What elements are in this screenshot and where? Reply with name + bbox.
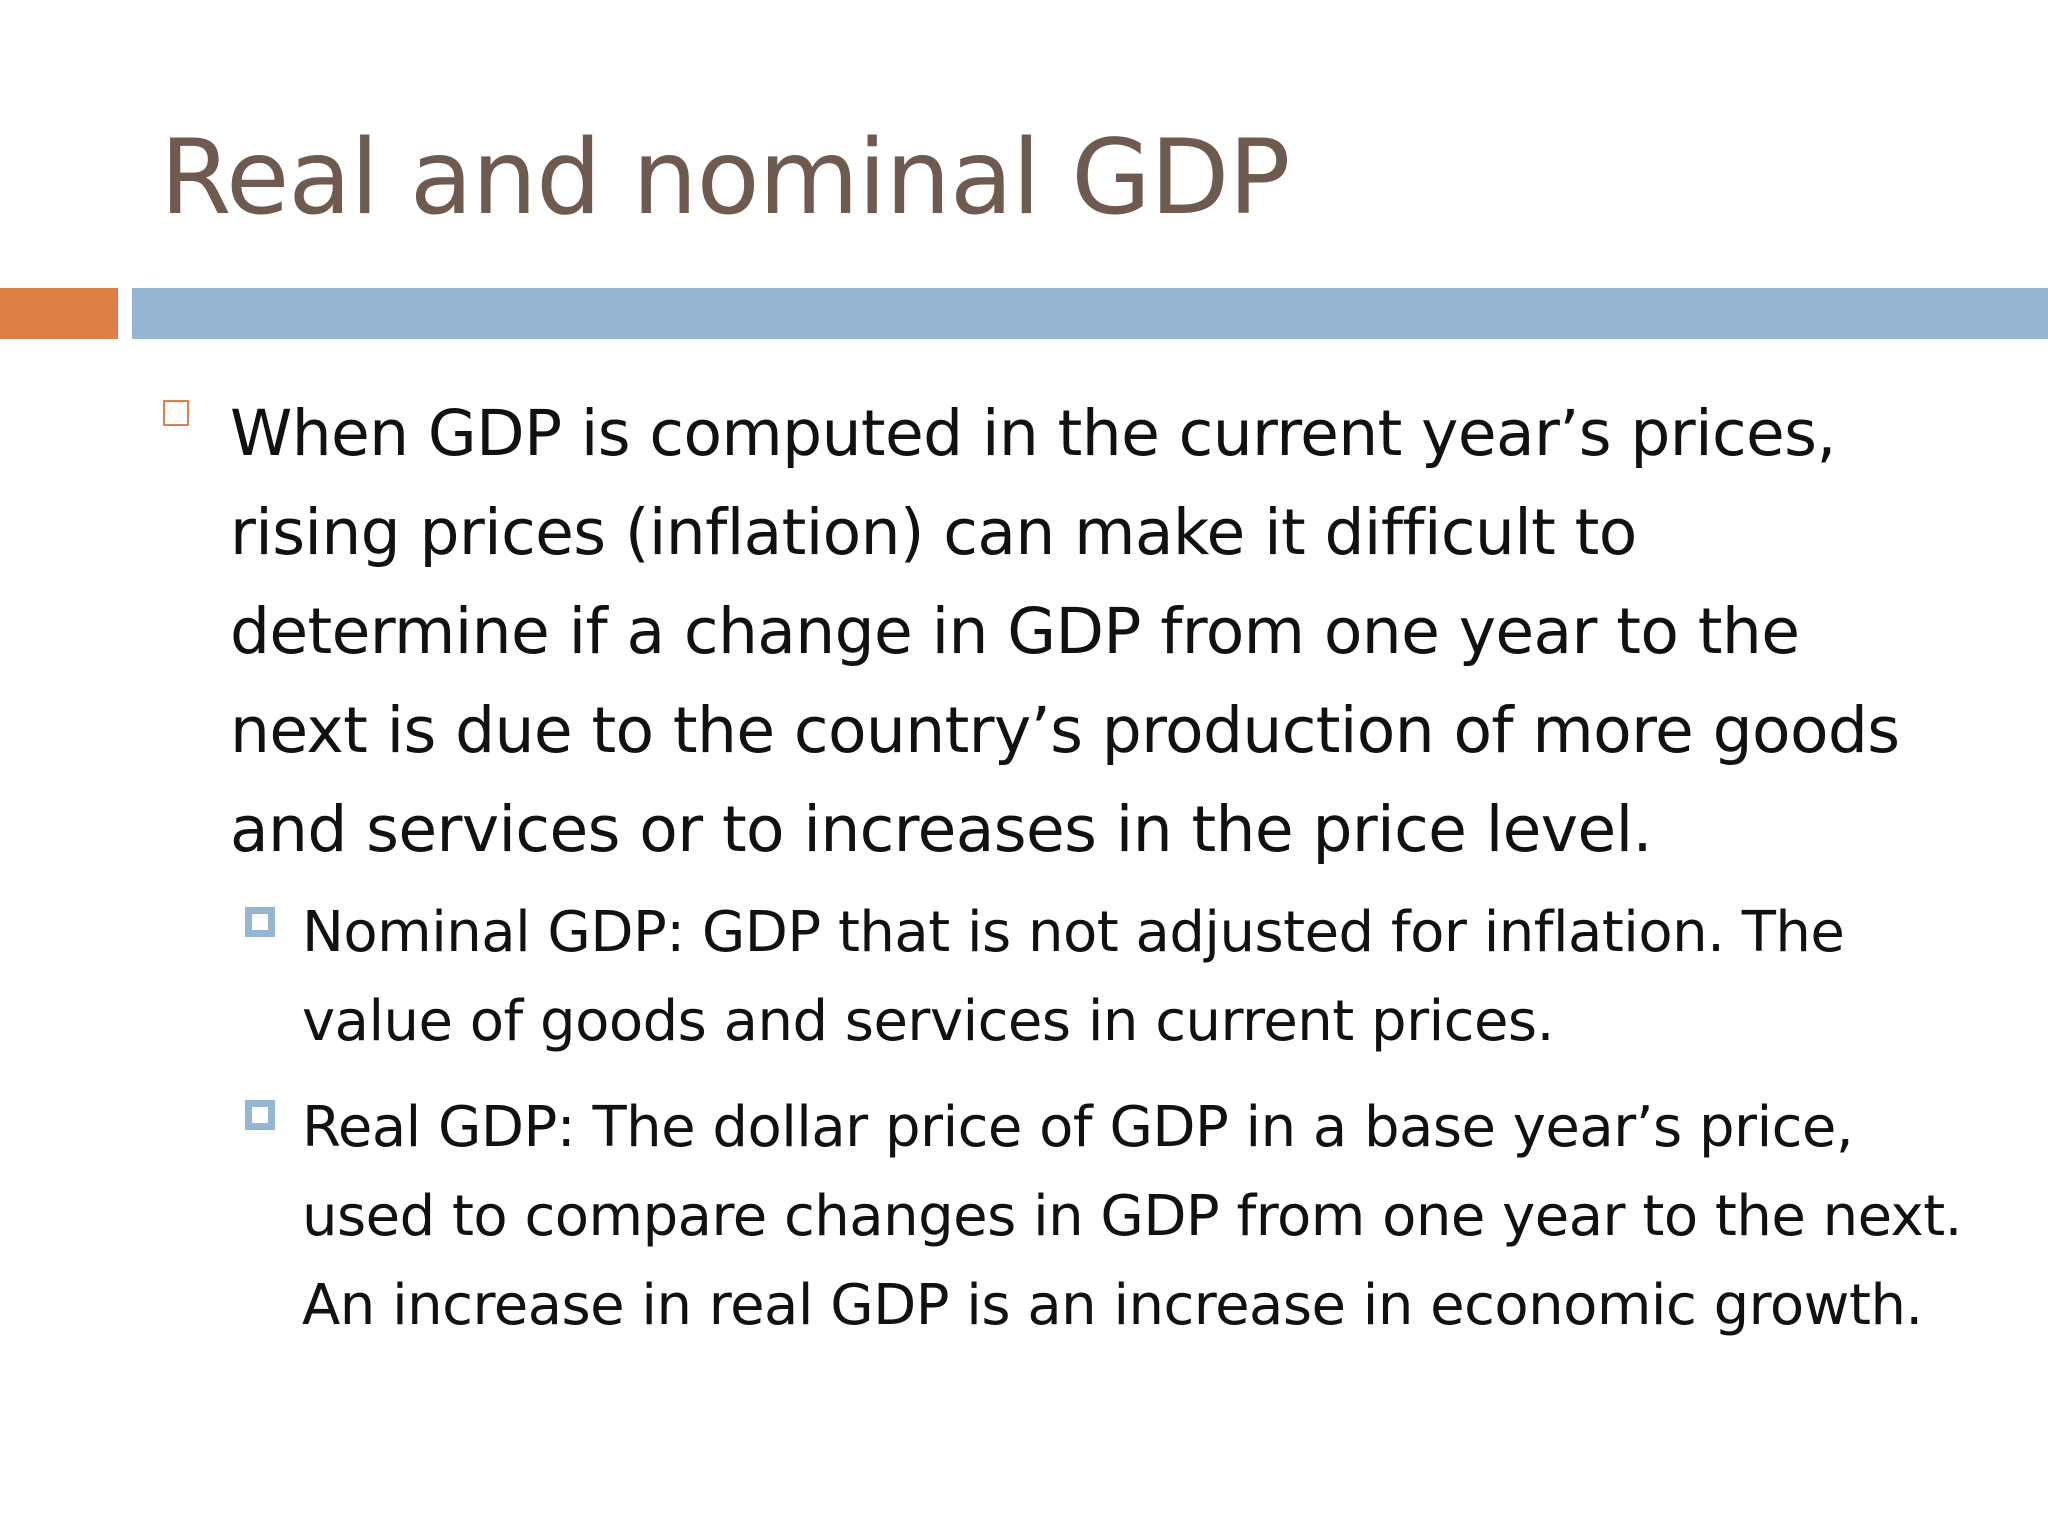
title-divider-bar	[132, 288, 2048, 339]
slide-title: Real and nominal GDP	[160, 118, 1291, 238]
hollow-square-icon	[163, 400, 189, 426]
bullet-text: When GDP is computed in the current year…	[230, 397, 1900, 866]
framed-square-icon	[245, 1100, 275, 1130]
sub-bullet-text: Real GDP: The dollar price of GDP in a b…	[302, 1095, 1962, 1338]
framed-square-icon	[245, 907, 275, 937]
title-accent-bar	[0, 288, 118, 339]
sub-bullet-text: Nominal GDP: GDP that is not adjusted fo…	[302, 900, 1845, 1054]
